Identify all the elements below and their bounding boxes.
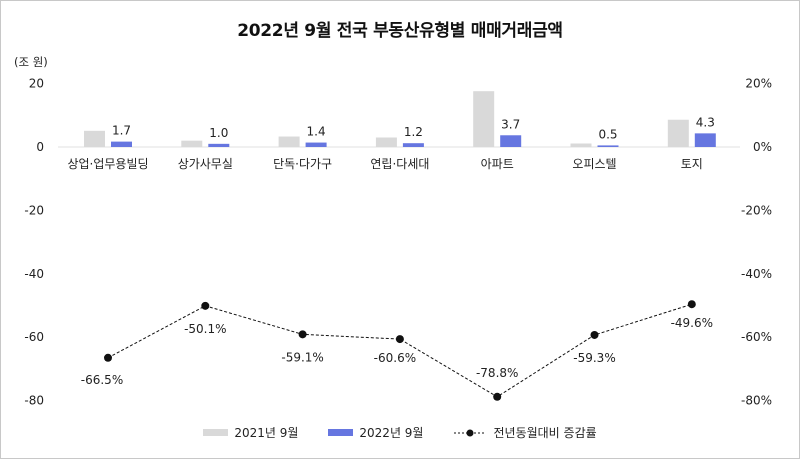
- bar-2021: [84, 130, 105, 147]
- bar-value-label: 3.7: [501, 117, 520, 131]
- yoy-point: [104, 353, 112, 362]
- bar-2022: [500, 135, 522, 147]
- category-label: 상가사무실: [178, 157, 233, 171]
- yoy-point: [201, 301, 210, 310]
- left-axis-tick: -20: [24, 203, 44, 217]
- bar-value-label: 4.3: [696, 115, 715, 129]
- category-label: 연립·다세대: [370, 157, 429, 171]
- legend-item-2022[interactable]: 2022년 9월: [328, 424, 423, 441]
- bar-value-label: 0.5: [598, 127, 617, 141]
- left-axis-tick: 20: [29, 77, 44, 91]
- legend-item-yoy[interactable]: 전년동월대비 증감률: [453, 424, 597, 441]
- bar-2022: [694, 133, 716, 147]
- category-label: 상업·업무용빌딩: [67, 157, 148, 171]
- category-label: 토지: [681, 157, 703, 171]
- bar-value-label: 1.4: [307, 125, 326, 139]
- legend-swatch-2021: [203, 429, 229, 436]
- unit-label: (조 원): [14, 55, 48, 69]
- chart-title: 2022년 9월 전국 부동산유형별 매매거래금액: [237, 21, 563, 41]
- bar-2021: [181, 140, 203, 147]
- left-axis-tick: -60: [24, 330, 44, 344]
- bar-2022: [402, 143, 424, 147]
- left-axis-tick: -80: [24, 394, 44, 408]
- yoy-point: [395, 335, 404, 344]
- bar-value-label: 1.7: [112, 124, 131, 138]
- yoy-point: [493, 392, 502, 401]
- yoy-value-label: -50.1%: [184, 322, 226, 336]
- legend-item-2021[interactable]: 2021년 9월: [203, 424, 298, 441]
- yoy-value-label: -49.6%: [671, 316, 713, 330]
- right-axis-tick: 0%: [753, 140, 772, 154]
- bar-value-label: 1.0: [209, 126, 228, 140]
- bar-2021: [570, 143, 592, 147]
- yoy-point: [298, 330, 307, 339]
- yoy-point: [687, 300, 696, 309]
- bar-2022: [597, 145, 619, 147]
- legend: 2021년 9월 2022년 9월 전년동월대비 증감률: [0, 424, 800, 441]
- bar-value-label: 1.2: [404, 125, 423, 139]
- bar-2021: [667, 119, 689, 147]
- bar-2021: [375, 137, 397, 147]
- yoy-value-label: -60.6%: [374, 351, 416, 365]
- legend-label-2022: 2022년 9월: [359, 426, 424, 440]
- right-axis-tick: -40%: [741, 267, 772, 281]
- left-axis-tick: -40: [24, 267, 44, 281]
- category-label: 아파트: [481, 157, 514, 171]
- bar-2022: [305, 142, 327, 147]
- legend-swatch-2022: [328, 429, 354, 436]
- category-label: 오피스텔: [572, 157, 616, 171]
- bar-2021: [278, 136, 300, 147]
- bar-2022: [208, 143, 230, 147]
- right-axis-tick: -60%: [741, 330, 772, 344]
- right-axis-tick: -20%: [741, 203, 772, 217]
- right-axis-tick: -80%: [741, 394, 772, 408]
- legend-label-2021: 2021년 9월: [234, 426, 299, 440]
- yoy-value-label: -59.3%: [573, 351, 615, 365]
- bar-2022: [111, 141, 132, 147]
- yoy-value-label: -66.5%: [81, 373, 123, 387]
- yoy-value-label: -59.1%: [281, 350, 323, 364]
- legend-label-yoy: 전년동월대비 증감률: [493, 426, 597, 440]
- bar-2021: [473, 91, 495, 147]
- yoy-point: [590, 330, 599, 339]
- category-label: 단독·다가구: [273, 157, 332, 171]
- left-axis-tick: 0: [36, 140, 44, 154]
- dashed-line-dot-icon: [454, 429, 487, 436]
- right-axis-tick: 20%: [745, 77, 772, 91]
- yoy-value-label: -78.8%: [476, 366, 518, 380]
